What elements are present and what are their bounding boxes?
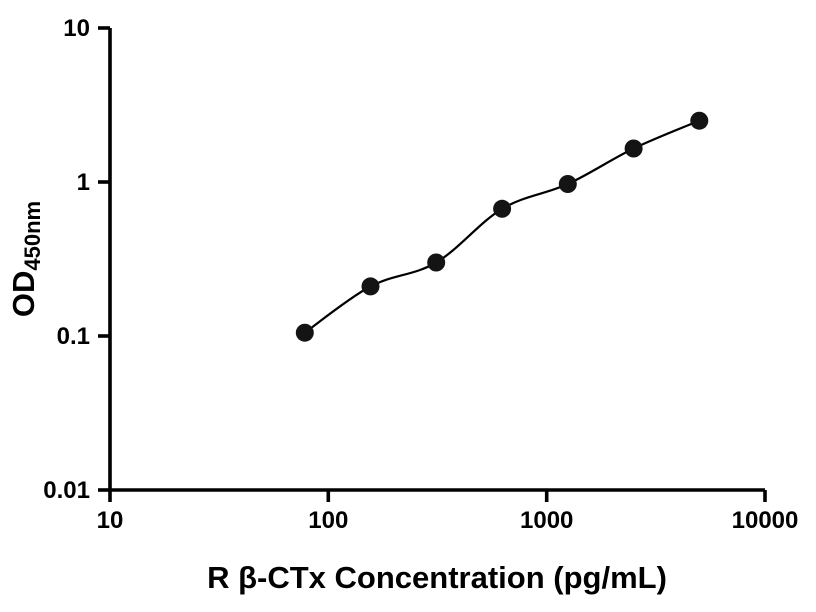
- x-tick-label: 10000: [732, 507, 799, 534]
- y-tick-label: 10: [63, 15, 90, 42]
- data-point: [295, 323, 314, 342]
- data-series: [295, 111, 709, 342]
- axis-ticks: [98, 26, 767, 502]
- data-point: [493, 199, 512, 218]
- data-point: [558, 175, 577, 193]
- data-point: [624, 139, 643, 158]
- data-point: [361, 277, 380, 296]
- x-axis-title: R β-CTx Concentration (pg/mL): [207, 560, 667, 595]
- data-point: [427, 253, 446, 272]
- x-tick-label: 1000: [520, 507, 573, 534]
- x-tick-label: 10: [97, 507, 124, 534]
- y-axis-title: OD450nm: [6, 201, 45, 317]
- y-axis-title-main: OD: [6, 271, 41, 318]
- data-point: [690, 111, 709, 130]
- y-tick-label: 0.01: [43, 477, 90, 504]
- y-axis-title-sub: 450nm: [20, 201, 45, 271]
- y-tick-label: 0.1: [57, 323, 90, 350]
- axis-tick-labels: 10 100 1000 10000 0.01 0.1 1 10: [43, 15, 798, 534]
- y-tick-label: 1: [77, 169, 90, 196]
- x-tick-label: 100: [308, 507, 348, 534]
